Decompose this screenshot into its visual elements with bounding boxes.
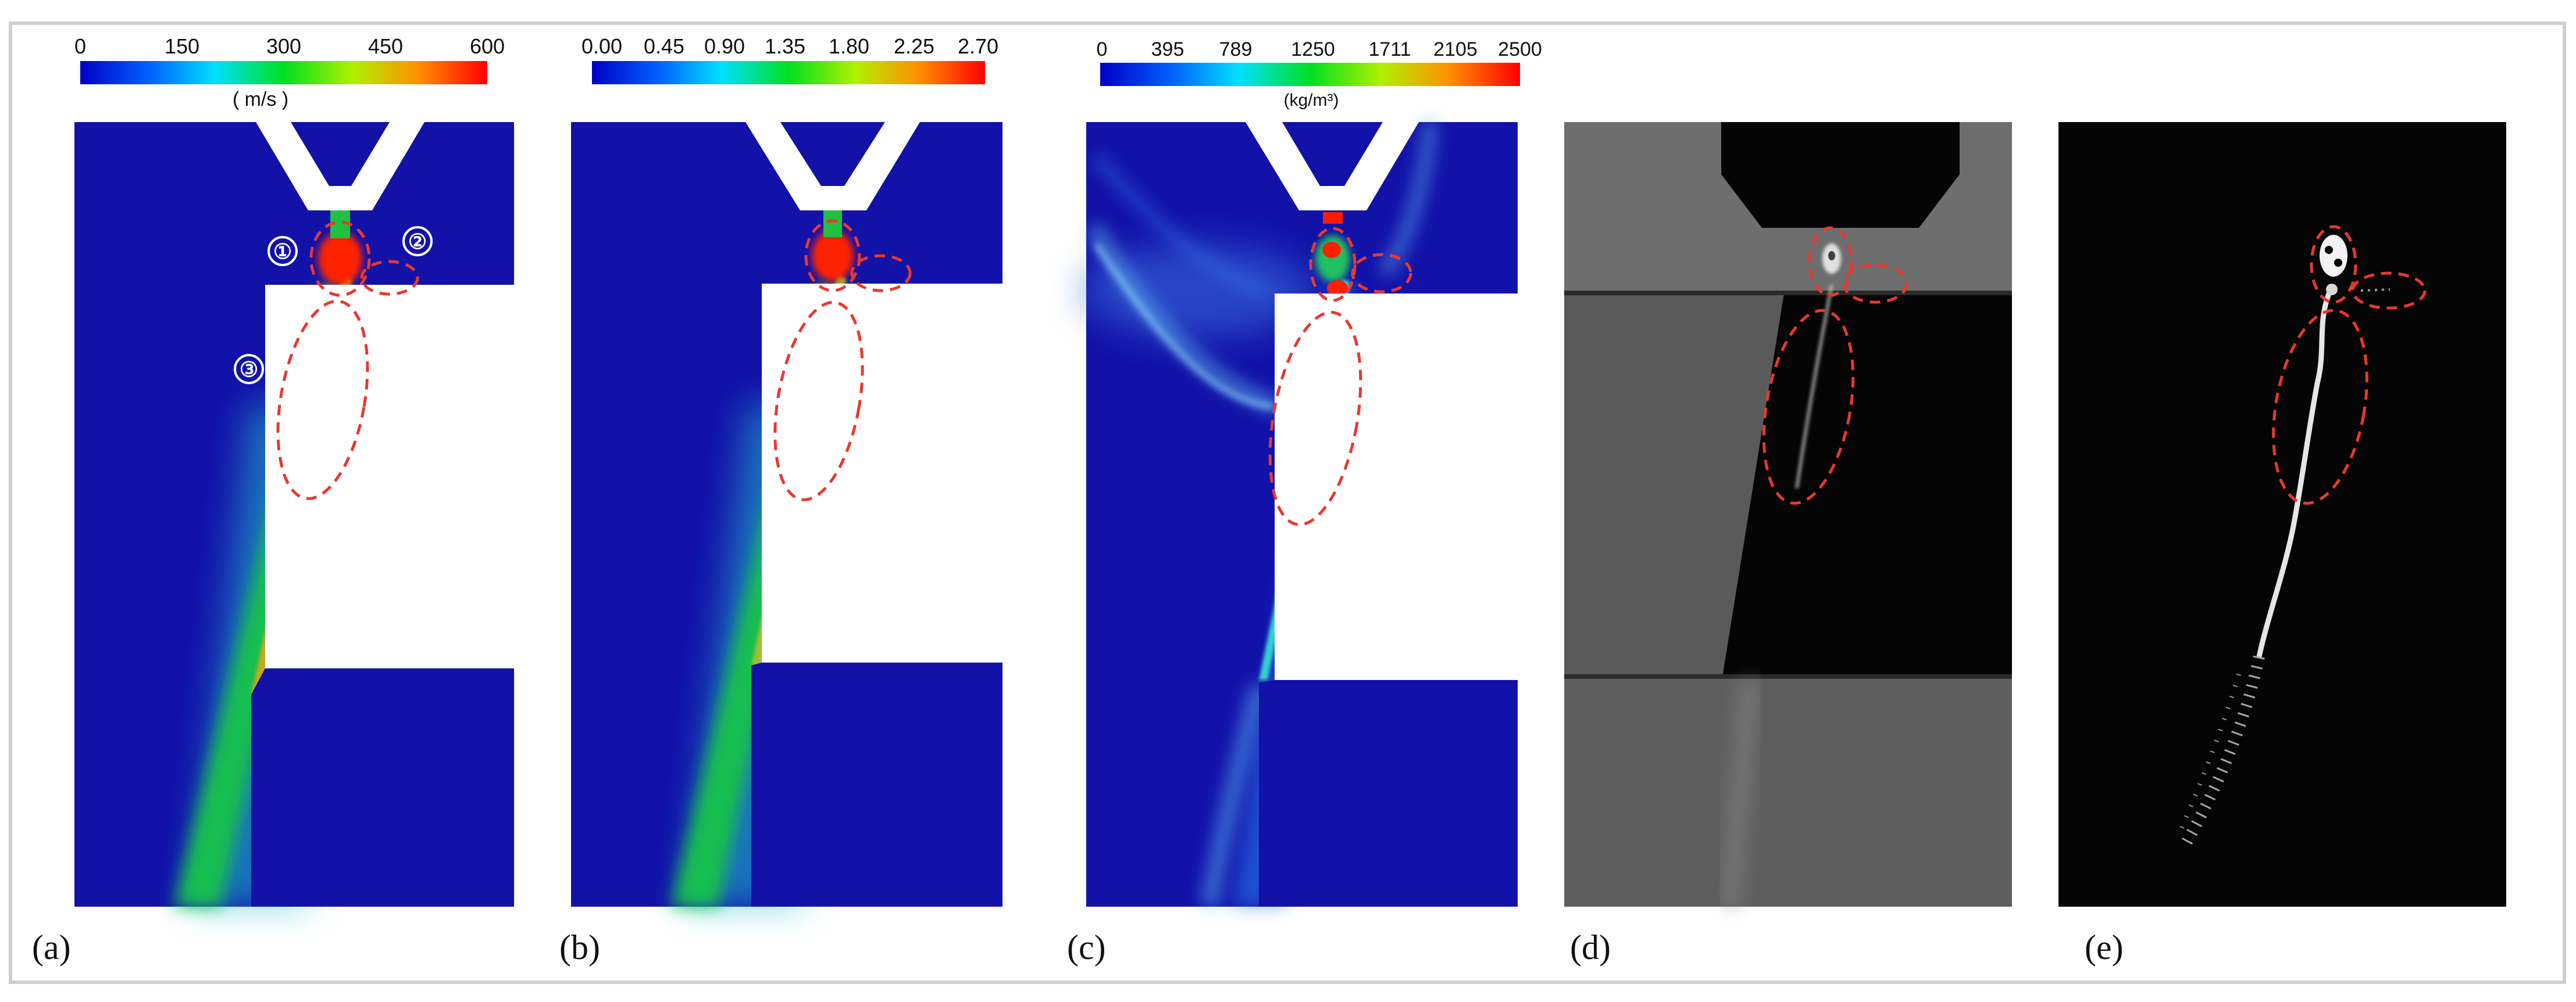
nozzle-a [256, 122, 424, 210]
marker-3: ③ [234, 354, 264, 384]
svg-text:①: ① [273, 239, 292, 263]
panel-label-b: (b) [559, 928, 600, 967]
chamber-void-b [762, 284, 1002, 663]
highlight-ellipse-c3 [1268, 310, 1362, 527]
colorbar-a-tick: 450 [368, 34, 403, 58]
nozzle-b [745, 122, 920, 210]
highlight-ellipse-c1 [1309, 227, 1357, 302]
highlight-ellipse-b2 [850, 254, 912, 292]
plate-b [751, 663, 1002, 907]
panel-label-e: (e) [2085, 928, 2124, 967]
colorbar-c-ticks: 0 395 789 1250 1711 2105 2500 [1097, 38, 1542, 60]
highlight-ellipse-d3 [1762, 309, 1855, 505]
colorbar-c-tick: 2500 [1498, 38, 1542, 60]
colorbar-c-tick: 0 [1097, 38, 1108, 60]
colorbar-b-tick: 2.25 [894, 34, 934, 58]
highlight-ellipse-c2 [1351, 253, 1412, 294]
colorbar-a [80, 61, 487, 84]
highlight-ellipse-d2 [1842, 263, 1908, 304]
colorbar-b-tick: 0.00 [581, 34, 622, 58]
photo-d-shadow [1722, 294, 2012, 677]
nozzle-c [1246, 122, 1419, 210]
photo-e-background [2058, 122, 2506, 907]
colorbar-b-tick: 1.35 [765, 34, 805, 58]
marker-1: ① [267, 236, 298, 266]
highlight-ellipse-e2 [2351, 271, 2427, 310]
svg-text:②: ② [408, 230, 427, 253]
chamber-void-a [265, 285, 514, 668]
panel-d: (d) [1564, 122, 2012, 967]
panel-c: 0 395 789 1250 1711 2105 2500 (kg/m³) [1067, 38, 1542, 967]
colorbar-a-unit: ( m/s ) [233, 88, 288, 110]
colorbar-b-tick: 1.80 [829, 34, 869, 58]
panel-label-d: (d) [1570, 928, 1611, 967]
panel-a: 0 150 300 450 600 ( m/s ) ① ② [32, 34, 514, 967]
figure-frame [9, 22, 2566, 984]
colorbar-b-ticks: 0.00 0.45 0.90 1.35 1.80 2.25 2.70 [581, 34, 998, 58]
panel-label-c: (c) [1067, 928, 1106, 967]
colorbar-b-tick: 2.70 [958, 34, 998, 58]
colorbar-a-tick: 600 [470, 34, 505, 58]
marker-2: ② [402, 226, 433, 256]
colorbar-c-tick: 1250 [1291, 38, 1335, 60]
colorbar-c-tick: 1711 [1368, 38, 1411, 60]
highlight-ellipse-e1 [2310, 225, 2357, 304]
colorbar-b-tick: 0.45 [644, 34, 684, 58]
colorbar-c-tick: 395 [1151, 38, 1184, 60]
colorbar-b-tick: 0.90 [704, 34, 745, 58]
highlight-ellipse-a3 [276, 299, 369, 500]
colorbar-a-tick: 150 [165, 34, 199, 58]
photo-d-nozzle [1721, 122, 1960, 228]
highlight-ellipse-d1 [1808, 226, 1853, 297]
plate-c [1259, 680, 1518, 907]
panel-e: (e) [2058, 122, 2506, 967]
colorbar-a-tick: 0 [74, 34, 86, 58]
colorbar-c-tick: 789 [1219, 38, 1253, 60]
panel-b: 0.00 0.45 0.90 1.35 1.80 2.25 2.70 (b) [559, 34, 1002, 967]
colorbar-a-ticks: 0 150 300 450 600 [74, 34, 505, 58]
colorbar-a-tick: 300 [266, 34, 301, 58]
panel-label-a: (a) [32, 928, 71, 967]
highlight-ellipse-b3 [773, 300, 864, 502]
svg-text:③: ③ [240, 357, 258, 381]
colorbar-b [592, 61, 985, 84]
colorbar-c-tick: 2105 [1433, 38, 1478, 60]
highlight-ellipse-a1 [309, 220, 371, 297]
highlight-ellipse-a2 [360, 260, 419, 296]
plate-a [251, 668, 514, 907]
jet-trace-e [2256, 292, 2332, 657]
highlight-ellipse-e3 [2272, 309, 2368, 505]
chamber-void-c [1275, 294, 1518, 680]
colorbar-c [1100, 63, 1520, 86]
colorbar-c-unit: (kg/m³) [1284, 91, 1339, 110]
highlight-ellipse-b1 [804, 219, 861, 292]
